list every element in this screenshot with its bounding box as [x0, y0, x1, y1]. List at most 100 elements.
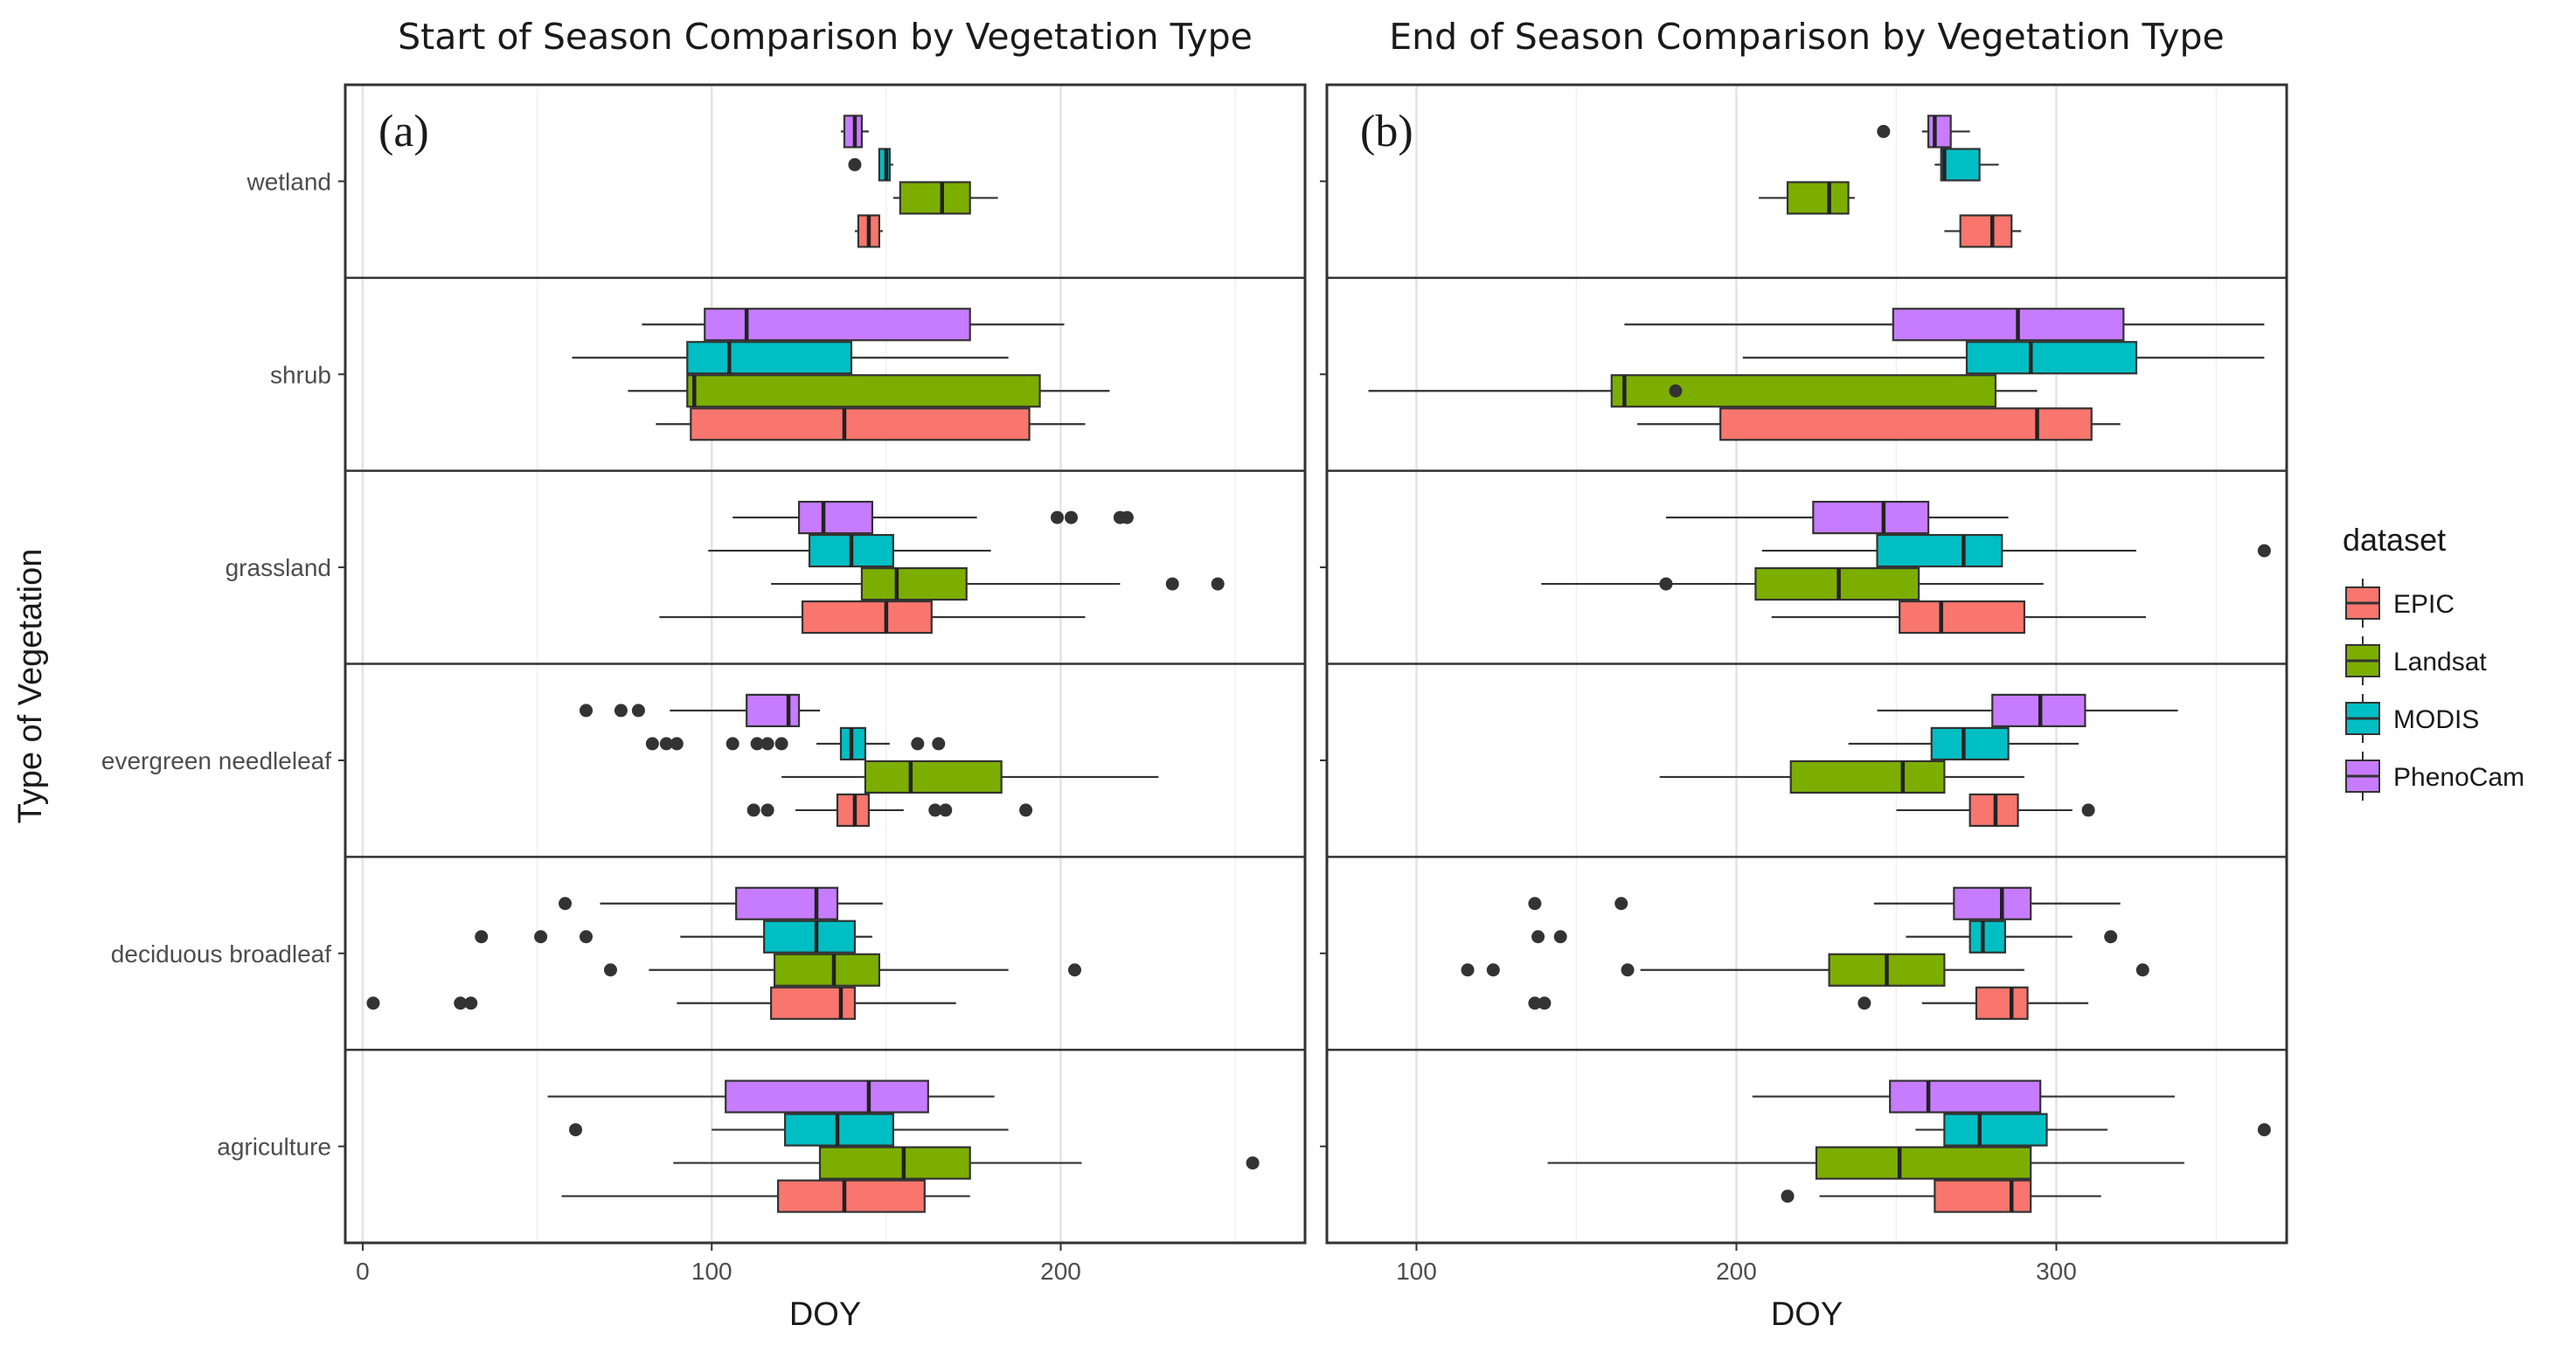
legend-label: EPIC — [2393, 590, 2454, 619]
box-iqr — [818, 1146, 971, 1180]
category-evergreen-needleleaf — [579, 693, 1159, 828]
box-iqr — [860, 566, 968, 601]
outlier-point — [559, 897, 573, 911]
outlier-point — [1877, 124, 1891, 138]
outlier-point — [1246, 1156, 1260, 1170]
panel-title: Start of Season Comparison by Vegetation… — [398, 16, 1253, 58]
box-iqr — [1889, 1079, 2042, 1114]
box-phenocam — [733, 500, 1134, 535]
outlier-point — [1553, 930, 1567, 944]
box-epic — [1781, 1179, 2101, 1213]
box-iqr — [1940, 148, 1981, 182]
box-iqr — [704, 308, 971, 342]
box-landsat — [1547, 1146, 2184, 1180]
box-landsat — [771, 566, 1225, 601]
box-modis — [848, 148, 893, 182]
box-phenocam — [1624, 308, 2265, 342]
box-epic — [1771, 600, 2146, 635]
outlier-point — [1621, 963, 1635, 977]
box-epic — [561, 1179, 970, 1213]
panel-border — [1325, 83, 2288, 1245]
outlier-point — [2135, 963, 2149, 977]
box-modis — [1915, 1113, 2271, 1147]
outlier-point — [454, 996, 468, 1010]
box-iqr — [1943, 1113, 2048, 1147]
legend-entry-phenocam: PhenoCam — [2345, 752, 2524, 801]
outlier-point — [2081, 803, 2095, 817]
y-axis-title: Type of Vegetation — [12, 549, 49, 824]
box-iqr — [690, 407, 1031, 441]
outlier-point — [726, 737, 739, 751]
box-phenocam — [1528, 886, 2121, 920]
box-modis — [569, 1113, 1009, 1147]
box-iqr — [735, 886, 839, 920]
box-epic — [854, 214, 883, 248]
outlier-point — [1528, 996, 1542, 1010]
outlier-point — [932, 737, 946, 751]
box-iqr — [1934, 1179, 2032, 1213]
box-modis — [1531, 919, 2118, 954]
box-landsat — [1461, 953, 2149, 987]
outlier-point — [603, 963, 617, 977]
box-phenocam — [1877, 114, 1970, 149]
panel-title: End of Season Comparison by Vegetation T… — [1389, 16, 2224, 58]
box-phenocam — [559, 886, 883, 920]
category-grassland — [1541, 500, 2271, 635]
category-grassland — [659, 500, 1225, 635]
box-iqr — [1719, 407, 2093, 441]
outlier-point — [1064, 510, 1078, 524]
box-landsat — [673, 1146, 1260, 1180]
outlier-point — [1165, 577, 1179, 591]
legend-label: Landsat — [2393, 648, 2487, 676]
outlier-point — [366, 996, 380, 1010]
box-landsat — [603, 953, 1081, 987]
outlier-point — [631, 704, 645, 718]
outlier-point — [939, 803, 953, 817]
box-iqr — [1876, 533, 2003, 568]
box-epic — [746, 793, 1033, 828]
x-axis-title: DOY — [789, 1296, 861, 1333]
outlier-point — [1614, 897, 1628, 911]
box-iqr — [1789, 760, 1946, 794]
box-epic — [656, 407, 1086, 441]
x-tick-label: 100 — [1396, 1258, 1437, 1285]
box-iqr — [774, 953, 880, 987]
box-landsat — [781, 760, 1159, 794]
box-iqr — [1968, 919, 2007, 954]
outlier-point — [774, 737, 788, 751]
outlier-point — [1120, 510, 1134, 524]
box-phenocam — [1877, 693, 2178, 728]
panel-border — [344, 83, 1307, 1245]
outlier-point — [1211, 577, 1225, 591]
box-landsat — [1368, 374, 2038, 408]
legend-entry-modis: MODIS — [2345, 694, 2479, 743]
legend-label: MODIS — [2393, 705, 2479, 734]
box-landsat — [892, 181, 998, 215]
box-iqr — [1812, 500, 1930, 535]
box-iqr — [797, 500, 874, 535]
outlier-point — [2257, 1123, 2271, 1137]
box-iqr — [1959, 214, 2013, 248]
category-wetland — [1759, 114, 2022, 248]
box-modis — [572, 341, 1009, 375]
box-phenocam — [840, 114, 869, 149]
box-iqr — [1965, 341, 2138, 375]
legend-title: dataset — [2343, 522, 2446, 558]
box-modis — [708, 533, 991, 568]
box-iqr — [1975, 986, 2029, 1020]
outlier-point — [579, 704, 593, 718]
box-phenocam — [579, 693, 821, 728]
x-tick-label: 200 — [1716, 1258, 1757, 1285]
box-epic — [366, 986, 956, 1020]
outlier-point — [1538, 996, 1552, 1010]
box-iqr — [1899, 600, 2025, 635]
box-iqr — [746, 693, 801, 728]
panel-label: (a) — [378, 107, 429, 156]
box-phenocam — [642, 308, 1065, 342]
box-modis — [1761, 533, 2271, 568]
legend-entry-landsat: Landsat — [2345, 636, 2487, 685]
outlier-point — [1781, 1190, 1795, 1204]
panel-end-of-season: 100 200 300 DOY End of Season Comparison by … — [1320, 16, 2288, 1333]
box-phenocam — [1665, 500, 2009, 535]
